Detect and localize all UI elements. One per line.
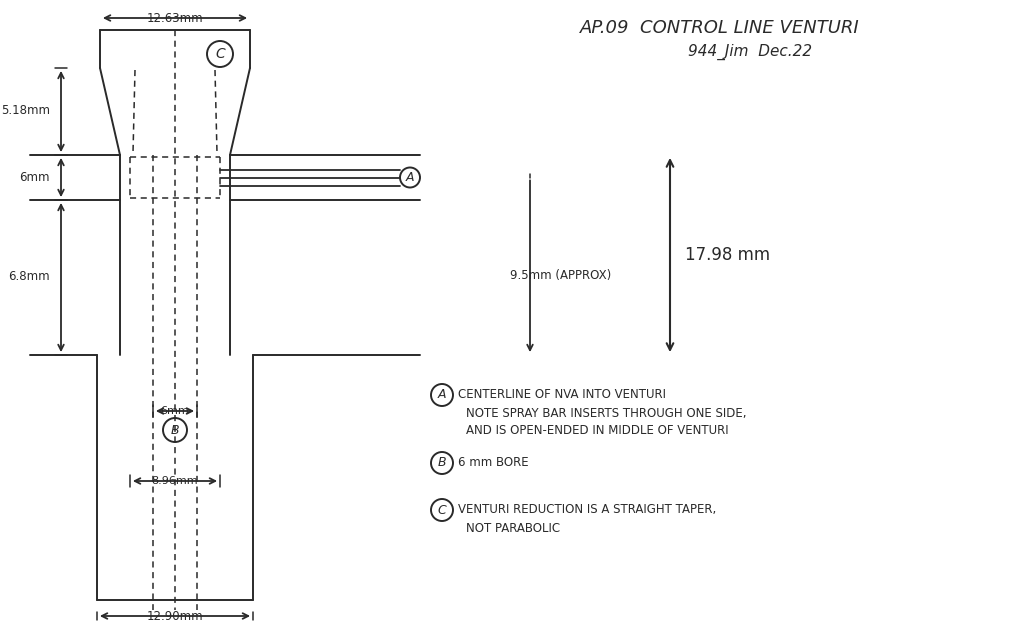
Text: 12.63mm: 12.63mm	[146, 11, 204, 25]
Text: AP.09  CONTROL LINE VENTURI: AP.09 CONTROL LINE VENTURI	[581, 19, 860, 37]
Text: 5.18mm: 5.18mm	[1, 105, 50, 117]
Text: A: A	[406, 171, 415, 184]
Text: VENTURI REDUCTION IS A STRAIGHT TAPER,: VENTURI REDUCTION IS A STRAIGHT TAPER,	[458, 503, 716, 517]
Text: C: C	[437, 503, 446, 517]
Text: 17.98 mm: 17.98 mm	[685, 246, 770, 264]
Text: AND IS OPEN-ENDED IN MIDDLE OF VENTURI: AND IS OPEN-ENDED IN MIDDLE OF VENTURI	[466, 425, 729, 437]
Text: 9.5mm (APPROX): 9.5mm (APPROX)	[510, 269, 611, 283]
Text: 12.90mm: 12.90mm	[146, 609, 204, 623]
Text: 6mm: 6mm	[19, 171, 50, 184]
Text: C: C	[215, 47, 225, 61]
Text: B: B	[171, 424, 179, 436]
Text: A: A	[437, 389, 446, 401]
Text: 6mm: 6mm	[161, 406, 189, 416]
Text: NOT PARABOLIC: NOT PARABOLIC	[466, 522, 560, 534]
Text: 944_Jim  Dec.22: 944_Jim Dec.22	[688, 44, 812, 60]
Text: CENTERLINE OF NVA INTO VENTURI: CENTERLINE OF NVA INTO VENTURI	[458, 389, 666, 401]
Text: B: B	[437, 456, 446, 470]
Text: 8.96mm: 8.96mm	[152, 476, 199, 486]
Text: NOTE SPRAY BAR INSERTS THROUGH ONE SIDE,: NOTE SPRAY BAR INSERTS THROUGH ONE SIDE,	[466, 406, 746, 420]
Text: 6 mm BORE: 6 mm BORE	[458, 456, 528, 470]
Text: 6.8mm: 6.8mm	[8, 271, 50, 283]
